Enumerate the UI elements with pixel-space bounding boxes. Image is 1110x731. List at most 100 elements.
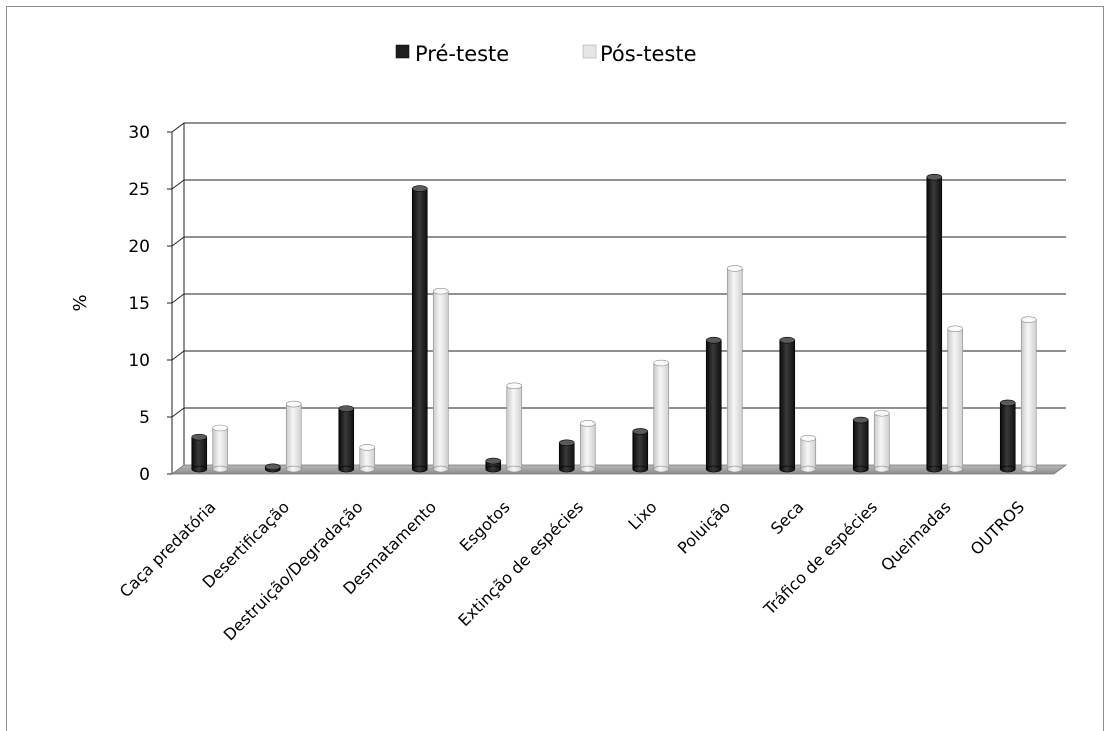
bar-body	[1020, 319, 1037, 470]
bar-top	[726, 265, 743, 272]
bar	[212, 424, 229, 473]
bar-base	[653, 465, 670, 473]
legend-item-pos-teste: Pós-teste	[582, 42, 697, 66]
bar-base	[1020, 465, 1037, 473]
bar	[800, 434, 817, 473]
gridline-depth	[171, 293, 185, 304]
bar-base	[800, 465, 817, 473]
bar-top	[653, 359, 670, 367]
y-tick-label: 30	[128, 123, 150, 143]
legend-swatch-pre-teste	[395, 44, 410, 59]
bar-base	[506, 465, 523, 473]
bar	[705, 336, 722, 473]
bar-base	[873, 465, 890, 473]
bar-top	[411, 185, 428, 192]
bar-body	[558, 442, 575, 470]
bar-base	[926, 465, 943, 473]
bar-body	[338, 408, 355, 470]
chart-border	[6, 6, 1104, 731]
bar	[653, 359, 670, 473]
bar-top	[264, 463, 281, 471]
bar-base	[285, 465, 302, 473]
y-tick-label: 0	[139, 465, 150, 485]
legend: Pré-teste Pós-teste	[395, 42, 697, 66]
bar-top	[485, 457, 502, 465]
bar	[411, 185, 428, 473]
bar-body	[285, 403, 302, 470]
y-tick-label: 15	[128, 294, 150, 314]
bar-base	[411, 465, 428, 473]
bar	[191, 433, 208, 473]
bar-body	[926, 176, 943, 470]
bar-top	[191, 433, 208, 441]
bar-body	[411, 188, 428, 470]
y-tick-label: 5	[139, 408, 150, 428]
gridline-depth	[171, 236, 185, 247]
bar-body	[726, 268, 743, 470]
bar-base	[852, 465, 869, 473]
bar-top	[632, 428, 649, 435]
bar	[852, 416, 869, 473]
bar-top	[926, 173, 943, 181]
bar-base	[558, 465, 575, 473]
gridline-depth	[171, 122, 185, 133]
bar-base	[338, 465, 355, 473]
y-tick-label: 20	[128, 237, 150, 257]
bar-top	[873, 409, 890, 417]
bar-top	[212, 424, 229, 432]
bar	[285, 400, 302, 473]
bar-top	[800, 434, 817, 442]
bar	[999, 399, 1016, 473]
bar-body	[852, 419, 869, 470]
bar	[579, 420, 596, 473]
bar-body	[705, 339, 722, 470]
bar-top	[338, 405, 355, 412]
legend-label-pre-teste: Pré-teste	[415, 42, 509, 66]
bar-body	[212, 427, 229, 470]
bar-base	[779, 465, 796, 473]
floor	[170, 464, 1068, 475]
y-axis-title: %	[70, 294, 91, 311]
legend-swatch-pos-teste	[582, 44, 597, 59]
bar-body	[506, 385, 523, 470]
bar-base	[485, 465, 502, 473]
bar-body	[191, 436, 208, 470]
bar-top	[947, 325, 964, 333]
bar	[726, 265, 743, 473]
bar-top	[579, 420, 596, 427]
bar-base	[191, 465, 208, 473]
bar-base	[359, 465, 376, 473]
bar	[264, 463, 281, 473]
bar	[947, 325, 964, 473]
gridline-depth	[171, 407, 185, 418]
bar	[779, 336, 796, 473]
gridline-depth	[171, 179, 185, 190]
bar-base	[947, 465, 964, 473]
bar	[338, 405, 355, 473]
bar-top	[852, 416, 869, 424]
bar-body	[999, 402, 1016, 470]
bar	[926, 173, 943, 473]
bar-base	[705, 465, 722, 473]
bar-body	[800, 437, 817, 470]
bar-base	[726, 465, 743, 473]
bar-body	[873, 412, 890, 470]
bar	[632, 428, 649, 473]
y-tick-label: 10	[128, 351, 150, 371]
legend-label-pos-teste: Pós-teste	[600, 42, 697, 66]
bar-body	[432, 290, 449, 470]
bar	[485, 457, 502, 473]
bar	[359, 444, 376, 473]
bar	[506, 382, 523, 473]
legend-item-pre-teste: Pré-teste	[395, 42, 509, 66]
bar	[873, 409, 890, 473]
bar-top	[999, 399, 1016, 407]
bar-body	[947, 328, 964, 470]
bar	[432, 287, 449, 473]
bar-top	[506, 382, 523, 390]
gridline-depth	[171, 350, 185, 361]
bar-base	[579, 465, 596, 473]
bar-top	[432, 287, 449, 295]
